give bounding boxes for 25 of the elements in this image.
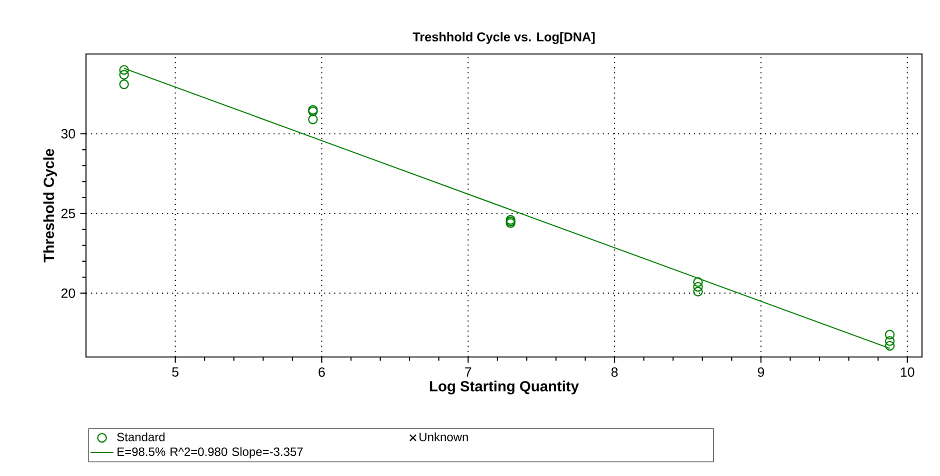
chart-title: Treshhold Cycle vs. Log[DNA] xyxy=(412,32,595,44)
y-axis-title: Threshold Cycle xyxy=(43,148,57,262)
legend-label: Standard xyxy=(117,432,165,442)
y-tick-label: 20 xyxy=(61,288,76,298)
x-tick-label: 7 xyxy=(465,367,472,377)
legend-label: E=98.5% R^2=0.980 Slope=-3.357 xyxy=(118,447,303,458)
y-tick-label: 25 xyxy=(61,208,76,218)
point xyxy=(693,282,703,292)
point xyxy=(693,286,703,296)
point xyxy=(119,79,129,90)
y-tick-label: 30 xyxy=(61,129,76,138)
point xyxy=(884,336,895,346)
x-tick-label: 6 xyxy=(318,367,325,377)
x-tick-label: 8 xyxy=(611,367,618,377)
point xyxy=(884,340,895,351)
x-tick-label: 9 xyxy=(758,367,764,377)
point xyxy=(884,330,895,340)
x-axis-title: Log Starting Quantity xyxy=(430,380,579,394)
x-tick-label: 5 xyxy=(172,367,178,377)
point xyxy=(693,277,703,287)
x-tick-label: 10 xyxy=(900,367,914,377)
point xyxy=(119,70,129,80)
point xyxy=(119,65,129,75)
legend-label: Unknown xyxy=(420,432,468,442)
point xyxy=(308,114,318,124)
